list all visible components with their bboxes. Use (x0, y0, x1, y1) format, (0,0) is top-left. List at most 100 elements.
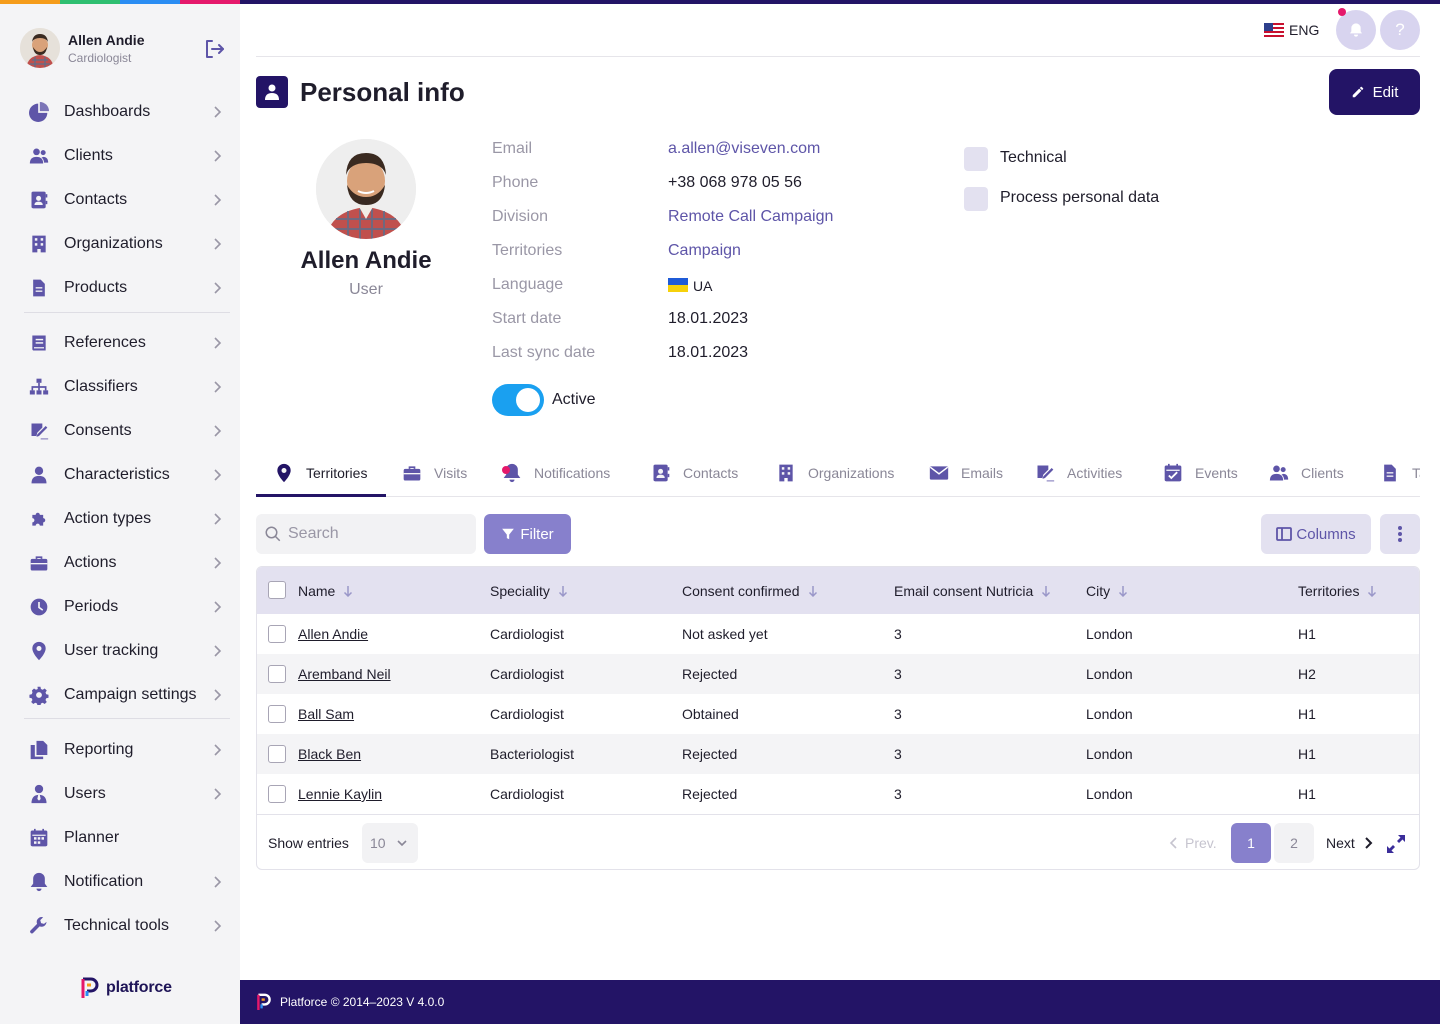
search-box[interactable] (256, 514, 476, 554)
sidebar-item-action-types[interactable]: Action types (24, 501, 230, 537)
territories-value[interactable]: Campaign (668, 242, 741, 259)
table-row[interactable]: Aremband Neil Cardiologist Rejected 3 London… (257, 654, 1419, 694)
row-name-link[interactable]: Ball Sam (298, 706, 355, 722)
table-cell: Rejected (682, 746, 738, 762)
tab-organizations[interactable]: Organizations (776, 458, 894, 488)
tab-visits[interactable]: Visits (402, 458, 467, 488)
notifications-button[interactable] (1336, 10, 1376, 50)
row-name-link[interactable]: Allen Andie (298, 626, 369, 642)
sidebar-item-label: Notification (64, 873, 144, 890)
row-checkbox[interactable] (268, 705, 286, 723)
table-header: Name Speciality Consent confirmed Email … (257, 567, 1419, 614)
tab-activities[interactable]: Activities (1035, 458, 1122, 488)
sidebar-item-clients[interactable]: Clients (24, 138, 230, 174)
select-all-checkbox[interactable] (268, 581, 286, 599)
signature-icon (28, 420, 50, 442)
row-name-link[interactable]: Black Ben (298, 746, 362, 762)
file-icon (1380, 463, 1400, 483)
tab-territories[interactable]: Territories (274, 458, 367, 488)
prev-page-button[interactable]: Prev. (1169, 835, 1217, 851)
column-header[interactable]: Territories (1298, 583, 1377, 599)
copy-icon (28, 739, 50, 761)
next-label: Next (1326, 835, 1355, 851)
sidebar-item-user-tracking[interactable]: User tracking (24, 633, 230, 669)
expand-icon[interactable] (1385, 833, 1407, 855)
table-row[interactable]: Black Ben Bacteriologist Rejected 3 London H1 (257, 734, 1419, 774)
tab-label: Notifications (534, 465, 611, 481)
column-header[interactable]: Email consent Nutricia (894, 583, 1051, 599)
process-personal-data-checkbox[interactable] (964, 187, 988, 211)
row-checkbox[interactable] (268, 665, 286, 683)
sidebar-item-users[interactable]: Users (24, 776, 230, 812)
email-label: Email (492, 140, 533, 157)
sidebar-item-organizations[interactable]: Organizations (24, 226, 230, 262)
tab-clients[interactable]: Clients (1269, 458, 1344, 488)
next-page-button[interactable]: Next (1326, 835, 1373, 851)
division-value[interactable]: Remote Call Campaign (668, 208, 834, 225)
tab-ta[interactable]: Ta (1380, 458, 1420, 488)
map-pin-icon (28, 640, 50, 662)
tab-label: Visits (434, 465, 468, 481)
tab-emails[interactable]: Emails (929, 458, 1003, 488)
sidebar-user[interactable]: Allen Andie Cardiologist (20, 28, 230, 72)
platforce-logo: platforce (80, 976, 172, 1000)
logout-icon[interactable] (202, 37, 226, 61)
sidebar-item-reporting[interactable]: Reporting (24, 732, 230, 768)
tab-events[interactable]: Events (1163, 458, 1238, 488)
stripe-segment (120, 0, 180, 4)
filter-button[interactable]: Filter (484, 514, 571, 554)
page-2-button[interactable]: 2 (1274, 823, 1314, 863)
sidebar-item-consents[interactable]: Consents (24, 413, 230, 449)
row-checkbox[interactable] (268, 625, 286, 643)
table-row[interactable]: Ball Sam Cardiologist Obtained 3 London H1 (257, 694, 1419, 734)
table-cell: London (1086, 626, 1133, 642)
sidebar-item-planner[interactable]: Planner (24, 820, 230, 856)
table-cell: 3 (894, 626, 902, 642)
profile-name: Allen Andie (300, 247, 432, 274)
search-input[interactable] (288, 525, 468, 543)
sidebar-item-contacts[interactable]: Contacts (24, 182, 230, 218)
chevron-right-icon (214, 689, 222, 701)
column-header-label: City (1086, 583, 1111, 599)
sidebar-item-actions[interactable]: Actions (24, 545, 230, 581)
chevron-right-icon (214, 381, 222, 393)
sidebar-item-characteristics[interactable]: Characteristics (24, 457, 230, 493)
table-row[interactable]: Lennie Kaylin Cardiologist Rejected 3 London… (257, 774, 1419, 814)
table-row[interactable]: Allen Andie Cardiologist Not asked yet 3 Lon… (257, 614, 1419, 654)
more-options-button[interactable] (1380, 514, 1420, 554)
puzzle-icon (28, 508, 50, 530)
sidebar-item-notification[interactable]: Notification (24, 864, 230, 900)
sidebar-item-periods[interactable]: Periods (24, 589, 230, 625)
column-header[interactable]: Speciality (490, 583, 568, 599)
edit-button[interactable]: Edit (1329, 69, 1420, 115)
technical-checkbox[interactable] (964, 147, 988, 171)
columns-button[interactable]: Columns (1261, 514, 1371, 554)
entries-select[interactable]: 10 (362, 823, 418, 863)
row-name-link[interactable]: Lennie Kaylin (298, 786, 383, 802)
language-selector[interactable]: ENG (1264, 20, 1319, 40)
column-header[interactable]: Consent confirmed (682, 583, 818, 599)
table-cell: H1 (1298, 786, 1316, 802)
sidebar-item-products[interactable]: Products (24, 270, 230, 306)
sidebar-item-dashboards[interactable]: Dashboards (24, 94, 230, 130)
page-1-button[interactable]: 1 (1231, 823, 1271, 863)
column-header[interactable]: Name (298, 583, 353, 599)
last-sync-date-value: 18.01.2023 (668, 344, 749, 361)
chevron-right-icon (214, 557, 222, 569)
tab-contacts[interactable]: Contacts (651, 458, 738, 488)
column-header[interactable]: City (1086, 583, 1128, 599)
row-checkbox[interactable] (268, 785, 286, 803)
email-value[interactable]: a.allen@viseven.com (668, 140, 821, 157)
language-value: UA (668, 278, 712, 294)
active-toggle[interactable] (492, 384, 544, 416)
row-name-link[interactable]: Aremband Neil (298, 666, 391, 682)
row-checkbox[interactable] (268, 745, 286, 763)
sidebar-item-campaign-settings[interactable]: Campaign settings (24, 677, 230, 713)
sidebar-item-technical-tools[interactable]: Technical tools (24, 908, 230, 944)
sidebar-item-classifiers[interactable]: Classifiers (24, 369, 230, 405)
sidebar-item-references[interactable]: References (24, 325, 230, 361)
last-sync-date-label: Last sync date (492, 344, 596, 361)
pencil-icon (1352, 86, 1363, 98)
help-button[interactable]: ? (1380, 10, 1420, 50)
tab-notifications[interactable]: Notifications (502, 458, 610, 488)
